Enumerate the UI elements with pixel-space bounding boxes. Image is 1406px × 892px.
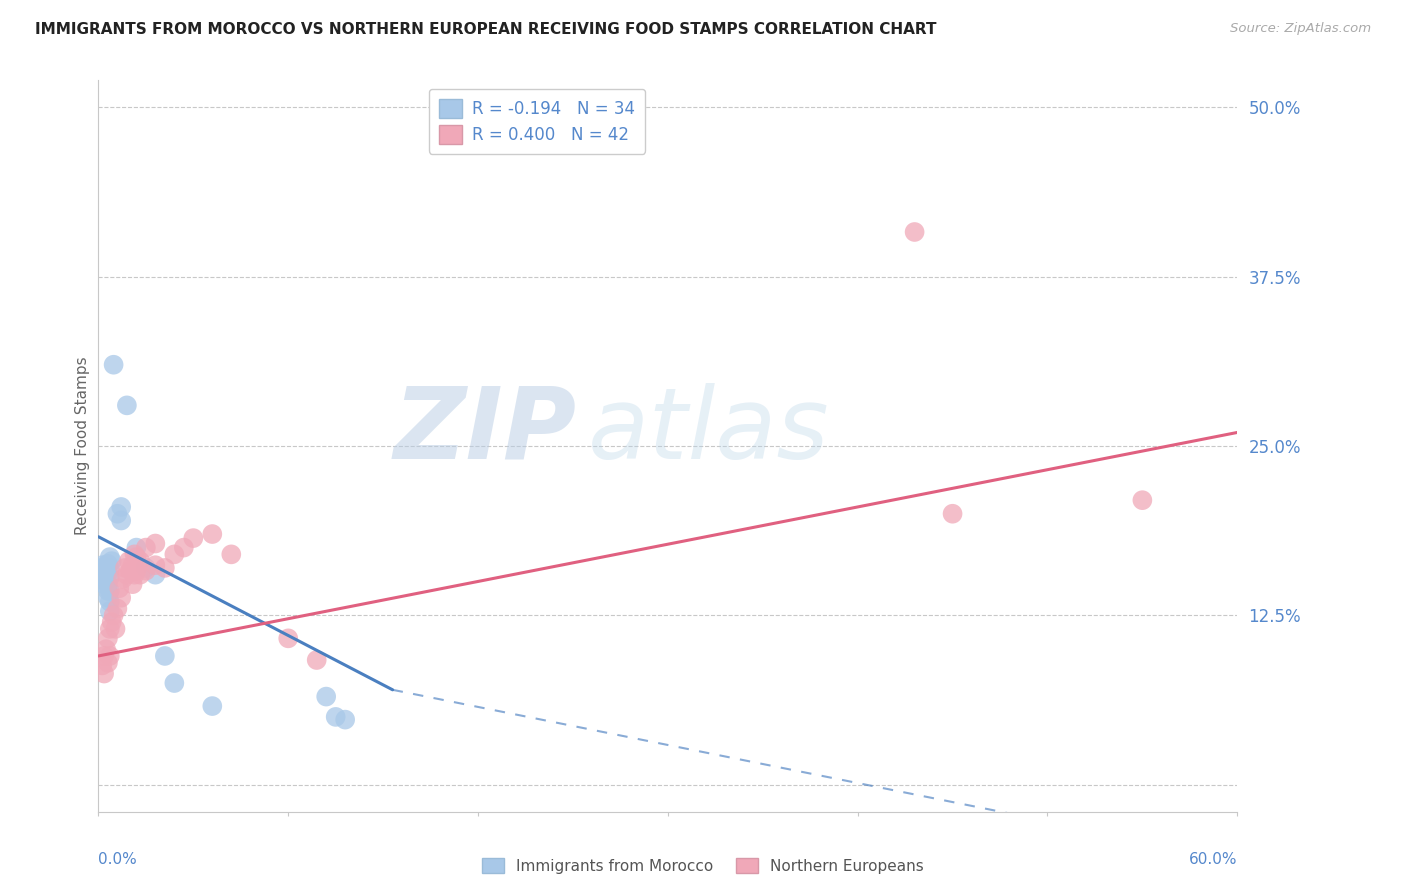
Point: [114, 561, 136, 575]
Point: [94, 574, 117, 589]
Legend: Immigrants from Morocco, Northern Europeans: Immigrants from Morocco, Northern Europe…: [477, 852, 929, 880]
Point: [129, 554, 152, 568]
Text: 60.0%: 60.0%: [1189, 852, 1237, 867]
Point: [97, 583, 120, 598]
Point: [1132, 493, 1154, 508]
Point: [124, 567, 146, 582]
Point: [153, 561, 176, 575]
Text: Source: ZipAtlas.com: Source: ZipAtlas.com: [1230, 22, 1371, 36]
Point: [145, 567, 167, 582]
Point: [103, 358, 125, 372]
Point: [124, 547, 146, 561]
Point: [97, 577, 120, 591]
Text: IMMIGRANTS FROM MOROCCO VS NORTHERN EUROPEAN RECEIVING FOOD STAMPS CORRELATION C: IMMIGRANTS FROM MOROCCO VS NORTHERN EURO…: [35, 22, 936, 37]
Point: [115, 398, 138, 412]
Point: [108, 581, 131, 595]
Point: [145, 536, 167, 550]
Point: [201, 527, 224, 541]
Point: [100, 615, 122, 629]
Point: [110, 591, 132, 605]
Point: [325, 710, 347, 724]
Point: [107, 507, 129, 521]
Point: [163, 676, 186, 690]
Point: [98, 550, 121, 565]
Y-axis label: Receiving Food Stamps: Receiving Food Stamps: [75, 357, 90, 535]
Text: 0.0%: 0.0%: [98, 852, 138, 867]
Point: [277, 632, 299, 646]
Point: [98, 622, 121, 636]
Point: [104, 622, 127, 636]
Point: [97, 632, 120, 646]
Point: [135, 564, 157, 578]
Point: [173, 541, 195, 555]
Point: [112, 572, 135, 586]
Legend: R = -0.194   N = 34, R = 0.400   N = 42: R = -0.194 N = 34, R = 0.400 N = 42: [429, 88, 645, 153]
Point: [110, 500, 132, 514]
Point: [98, 595, 121, 609]
Point: [135, 561, 157, 575]
Point: [89, 561, 111, 575]
Point: [121, 558, 143, 573]
Point: [129, 567, 152, 582]
Point: [125, 541, 148, 555]
Point: [315, 690, 337, 704]
Point: [942, 507, 965, 521]
Point: [93, 561, 115, 575]
Point: [120, 564, 142, 578]
Point: [305, 653, 328, 667]
Point: [118, 554, 141, 568]
Point: [98, 648, 121, 663]
Point: [91, 658, 114, 673]
Point: [201, 699, 224, 714]
Point: [145, 558, 167, 573]
Point: [94, 642, 117, 657]
Point: [153, 648, 176, 663]
Point: [110, 514, 132, 528]
Point: [904, 225, 927, 239]
Point: [93, 577, 115, 591]
Point: [100, 554, 122, 568]
Point: [115, 567, 138, 582]
Point: [335, 713, 357, 727]
Point: [107, 601, 129, 615]
Point: [221, 547, 243, 561]
Point: [94, 564, 117, 578]
Point: [98, 583, 121, 598]
Point: [98, 561, 121, 575]
Point: [93, 648, 115, 663]
Point: [135, 541, 157, 555]
Point: [97, 557, 120, 571]
Point: [97, 591, 120, 605]
Point: [103, 608, 125, 623]
Point: [97, 566, 120, 581]
Point: [125, 550, 148, 565]
Text: ZIP: ZIP: [394, 383, 576, 480]
Point: [121, 577, 143, 591]
Point: [98, 604, 121, 618]
Point: [163, 547, 186, 561]
Point: [98, 570, 121, 584]
Point: [93, 567, 115, 582]
Text: atlas: atlas: [588, 383, 830, 480]
Point: [97, 656, 120, 670]
Point: [91, 567, 114, 582]
Point: [125, 564, 148, 578]
Point: [183, 531, 205, 545]
Point: [93, 666, 115, 681]
Point: [91, 558, 114, 573]
